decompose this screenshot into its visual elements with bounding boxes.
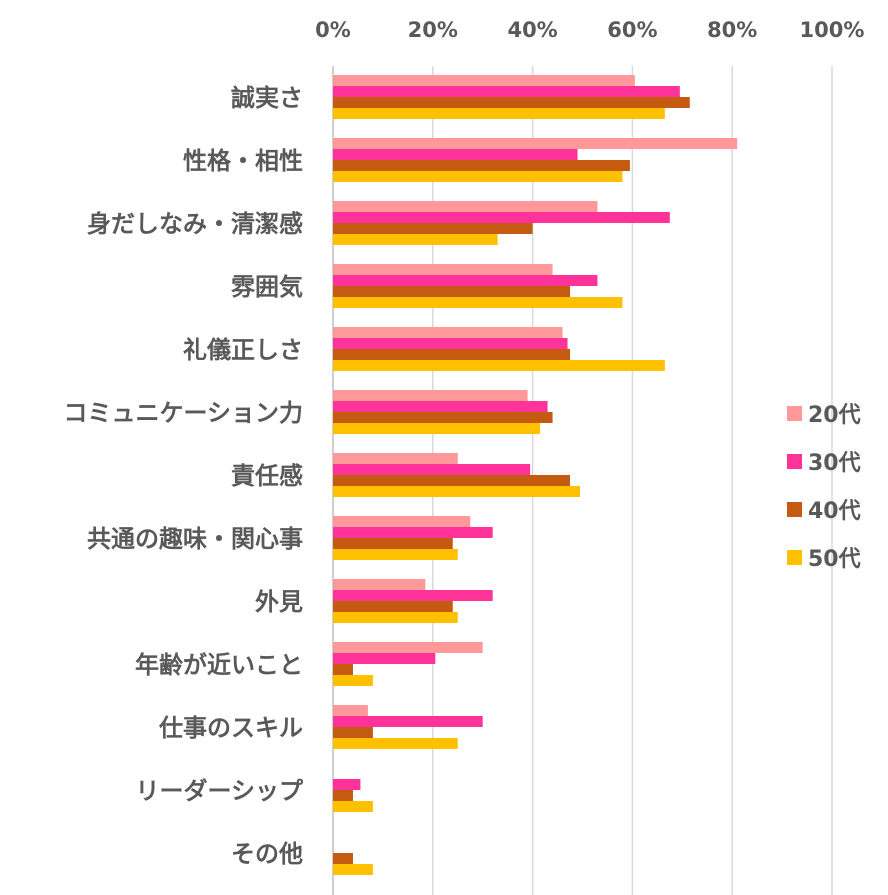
x-tick-label: 40% (507, 18, 557, 42)
bar (333, 642, 483, 653)
x-tick-label: 20% (408, 18, 458, 42)
x-tick-label: 80% (707, 18, 757, 42)
bar (333, 401, 548, 412)
bar (333, 297, 623, 308)
bar (333, 453, 458, 464)
category-label: その他 (231, 840, 303, 868)
legend-swatch (787, 454, 802, 469)
category-label: リーダーシップ (135, 777, 304, 805)
bar (333, 579, 426, 590)
bar (333, 412, 553, 423)
bar (333, 286, 571, 297)
bar (333, 727, 373, 738)
bar (333, 853, 353, 864)
bar (333, 264, 553, 275)
legend-label: 30代 (808, 451, 861, 476)
bar (333, 779, 361, 790)
category-label: 誠実さ (231, 84, 303, 112)
legend-label: 40代 (808, 499, 861, 524)
x-tick-label: 100% (800, 18, 865, 42)
bar (333, 171, 623, 182)
x-tick-label: 0% (315, 18, 351, 42)
category-label: 外見 (255, 588, 303, 616)
bar (333, 108, 665, 119)
legend-label: 50代 (808, 547, 861, 572)
category-labels: 誠実さ性格・相性身だしなみ・清潔感雰囲気礼儀正しさコミュニケーション力責任感共通… (63, 84, 304, 868)
bar (333, 790, 353, 801)
bars (333, 75, 738, 875)
bar (333, 327, 563, 338)
bar (333, 201, 598, 212)
category-label: 雰囲気 (231, 273, 303, 301)
bar (333, 349, 571, 360)
bar (333, 590, 493, 601)
bar (333, 705, 368, 716)
bar (333, 527, 493, 538)
category-label: 責任感 (231, 462, 303, 490)
bar (333, 475, 571, 486)
legend-swatch (787, 550, 802, 565)
bar (333, 149, 578, 160)
bar (333, 738, 458, 749)
category-label: 性格・相性 (183, 147, 303, 175)
bar (333, 864, 373, 875)
category-label: 身だしなみ・清潔感 (87, 210, 303, 238)
legend: 20代 30代 40代 50代 (787, 403, 861, 572)
bar (333, 486, 581, 497)
category-label: 年齢が近いこと (135, 651, 303, 679)
bar (333, 801, 373, 812)
legend-label: 20代 (808, 403, 861, 428)
bar (333, 75, 635, 86)
bar (333, 464, 531, 475)
bar (333, 160, 630, 171)
bar (333, 423, 541, 434)
bar (333, 360, 665, 371)
bar (333, 138, 738, 149)
bar (333, 390, 528, 401)
x-tick-label: 60% (607, 18, 657, 42)
bar (333, 664, 353, 675)
bar (333, 516, 471, 527)
category-label: 共通の趣味・関心事 (87, 525, 303, 553)
bar (333, 538, 453, 549)
bar (333, 612, 458, 623)
category-label: 仕事のスキル (158, 714, 303, 742)
x-axis-ticks: 0% 20% 40% 60% 80% 100% (315, 18, 864, 42)
bar (333, 86, 680, 97)
bar (333, 338, 568, 349)
legend-swatch (787, 406, 802, 421)
bar (333, 716, 483, 727)
bar (333, 601, 453, 612)
legend-swatch (787, 502, 802, 517)
bar (333, 675, 373, 686)
bar (333, 653, 436, 664)
bar (333, 234, 498, 245)
bar (333, 549, 458, 560)
bar (333, 97, 690, 108)
bar (333, 275, 598, 286)
category-label: 礼儀正しさ (183, 336, 303, 364)
category-label: コミュニケーション力 (63, 399, 303, 427)
bar (333, 223, 533, 234)
bar (333, 212, 670, 223)
